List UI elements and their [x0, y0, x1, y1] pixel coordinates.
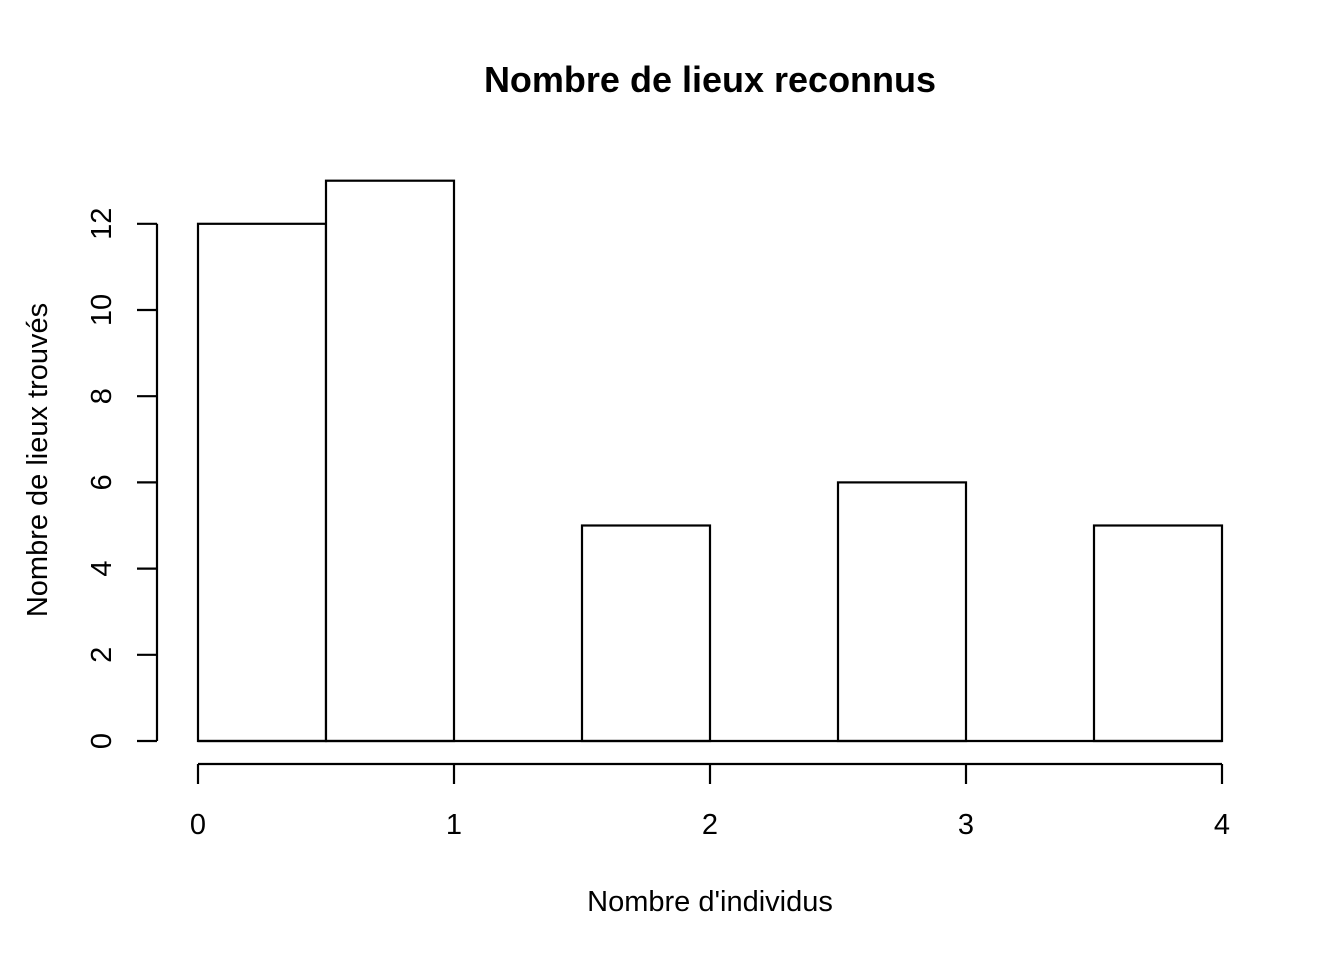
x-tick-label: 0: [190, 809, 206, 841]
y-axis-label: Nombre de lieux trouvés: [22, 303, 54, 617]
histogram-bar: [836, 481, 968, 743]
y-tick-label: 0: [86, 733, 118, 749]
histogram-bar: [196, 222, 328, 743]
x-tick-label: 2: [702, 809, 718, 841]
y-axis: 0 2 4 6 8 10 12: [86, 208, 159, 749]
y-tick-label: 10: [86, 294, 118, 326]
y-tick-label: 8: [86, 388, 118, 404]
histogram-bar: [580, 524, 712, 743]
y-tick-label: 4: [86, 561, 118, 577]
x-tick-label: 1: [446, 809, 462, 841]
histogram-bar: [324, 179, 456, 743]
chart-title: Nombre de lieux reconnus: [484, 59, 936, 100]
y-tick-label: 6: [86, 474, 118, 490]
x-axis: 0 1 2 3 4: [190, 762, 1230, 841]
y-tick-label: 2: [86, 647, 118, 663]
x-tick-label: 3: [958, 809, 974, 841]
histogram-bar: [1092, 524, 1224, 743]
x-tick-label: 4: [1214, 809, 1230, 841]
y-tick-label: 12: [86, 208, 118, 240]
x-axis-label: Nombre d'individus: [587, 886, 833, 918]
bars-group: [196, 179, 1224, 743]
